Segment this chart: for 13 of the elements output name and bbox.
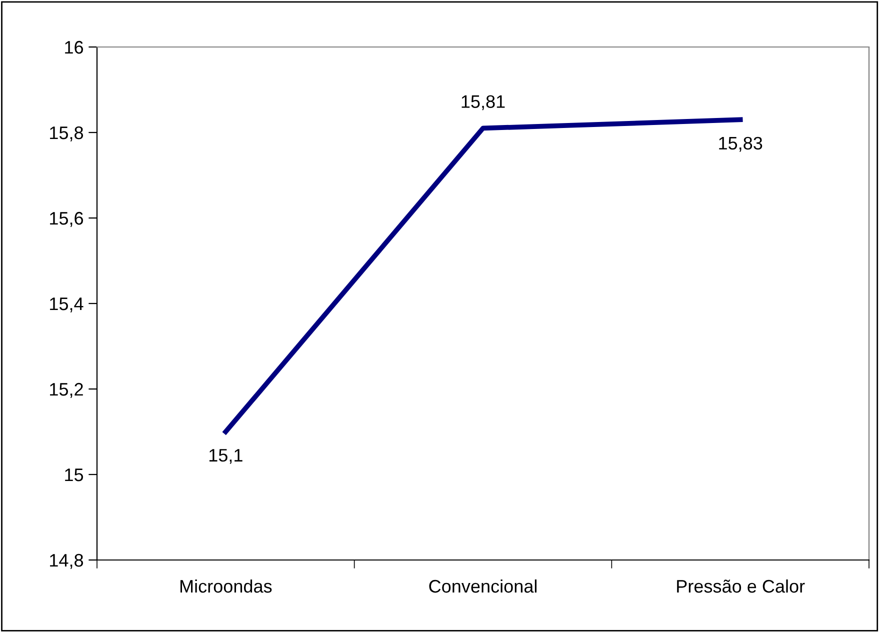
x-tick-label: Pressão e Calor <box>677 579 805 593</box>
data-label: 15,83 <box>719 136 762 152</box>
data-label: 15,1 <box>209 449 242 464</box>
y-tick-label: 15,4 <box>50 298 84 312</box>
data-label: 15,81 <box>462 95 505 110</box>
y-tick-label: 15,6 <box>50 212 84 227</box>
y-tick-label: 14,8 <box>50 554 84 569</box>
y-tick-label: 16 <box>65 40 84 54</box>
y-tick-label: 15,8 <box>50 126 84 142</box>
y-tick-label: 15 <box>65 468 84 482</box>
x-tick-label: Microondas <box>180 579 272 593</box>
y-tick-label: 15,2 <box>50 382 83 398</box>
x-tick-label: Convencional <box>429 579 536 593</box>
